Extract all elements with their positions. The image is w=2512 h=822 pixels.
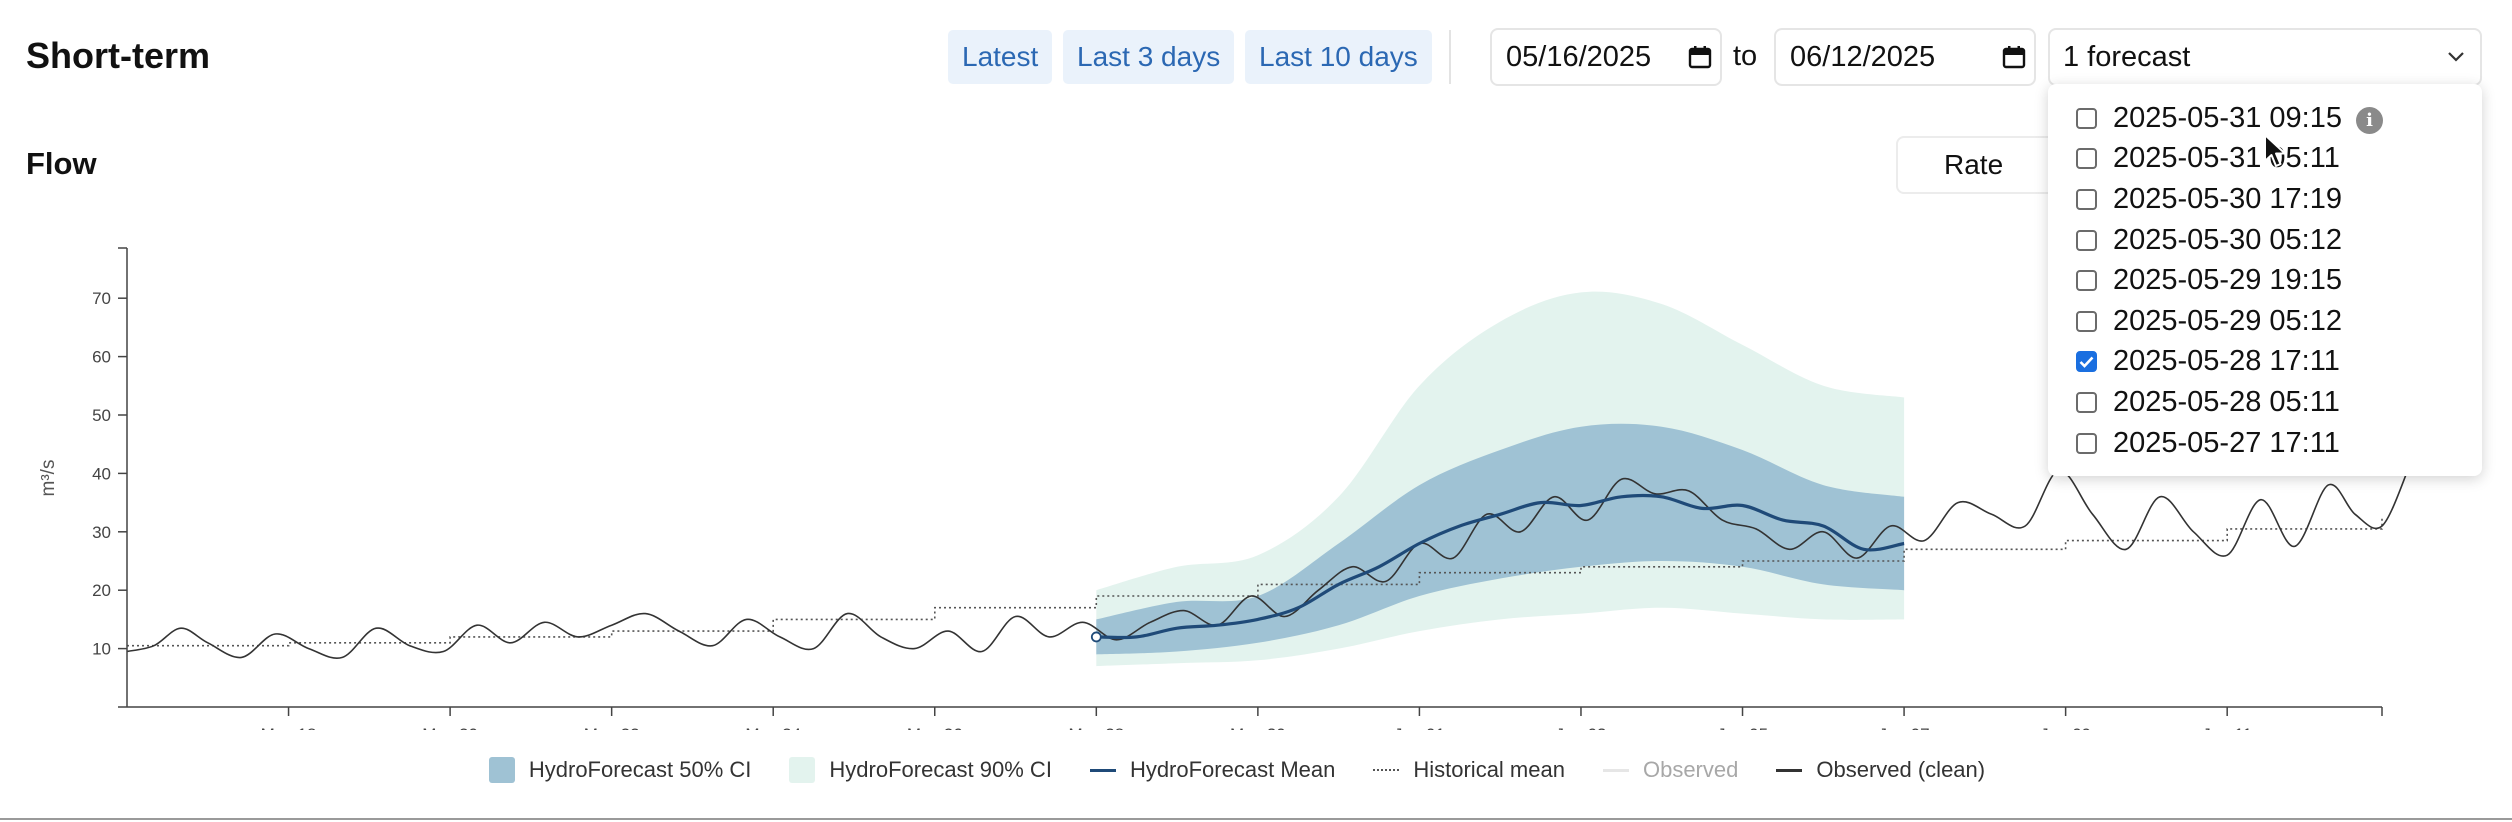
chart-legend: HydroForecast 50% CI HydroForecast 90% C… <box>0 752 2512 788</box>
legend-label: HydroForecast 90% CI <box>829 757 1052 782</box>
legend-label: Historical mean <box>1413 757 1565 782</box>
bottom-border <box>0 818 2512 820</box>
legend-swatch <box>488 757 515 783</box>
forecast-option[interactable]: 2025-05-27 17:11 <box>2048 423 2482 464</box>
forecast-option[interactable]: 2025-05-30 05:12 <box>2048 220 2482 261</box>
legend-swatch <box>1373 769 1400 771</box>
forecast-select[interactable]: 1 forecast <box>2048 28 2482 86</box>
forecast-option[interactable]: 2025-05-30 17:19 <box>2048 179 2482 220</box>
forecast-option-label: 2025-05-31 05:11 <box>2113 142 2340 175</box>
checkbox[interactable] <box>2076 432 2097 454</box>
calendar-icon[interactable] <box>1994 45 2034 69</box>
legend-swatch <box>1776 768 1803 772</box>
forecast-option-label: 2025-05-29 19:15 <box>2113 264 2342 297</box>
date-from-input[interactable]: 05/16/2025 <box>1490 28 1722 86</box>
x-tick-label: May 24 <box>745 725 801 730</box>
info-icon[interactable]: i <box>2356 107 2383 134</box>
chevron-down-icon <box>2432 51 2480 63</box>
legend-label: HydroForecast Mean <box>1129 757 1336 782</box>
legend-item-observed[interactable]: Observed <box>1602 757 1739 783</box>
legend-item-observed-clean[interactable]: Observed (clean) <box>1776 757 1985 783</box>
last-3-days-button[interactable]: Last 3 days <box>1063 30 1235 84</box>
forecast-option-label: 2025-05-31 09:15 <box>2113 101 2342 134</box>
y-tick-label: 70 <box>92 289 111 308</box>
forecast-start-marker <box>1090 631 1102 643</box>
rate-select-value: Rate <box>1944 149 2004 180</box>
forecast-option-label: 2025-05-29 05:12 <box>2113 304 2342 337</box>
x-tick-label: Jun 07 <box>1879 725 1930 730</box>
legend-item-mean[interactable]: HydroForecast Mean <box>1089 757 1336 783</box>
y-axis-title: m³/s <box>38 460 59 497</box>
legend-label: Observed (clean) <box>1816 757 1986 782</box>
forecast-option[interactable]: 2025-05-31 09:15 i <box>2048 98 2482 139</box>
legend-swatch <box>1602 768 1629 772</box>
x-tick-label: Jun 11 <box>2202 725 2252 730</box>
x-tick-label: Jun 03 <box>1555 725 1606 730</box>
forecast-select-value: 1 forecast <box>2063 40 2191 73</box>
checkbox[interactable] <box>2076 229 2097 251</box>
section-title: Flow <box>26 146 97 181</box>
ci50-layer <box>1096 423 1905 655</box>
x-tick-label: May 26 <box>907 725 963 730</box>
forecast-option-label: 2025-05-28 05:11 <box>2113 385 2340 418</box>
forecast-option-label: 2025-05-28 17:11 <box>2113 345 2340 378</box>
checkbox[interactable] <box>2076 310 2097 332</box>
x-tick-label: May 28 <box>1068 725 1124 730</box>
x-tick-label: Jun 05 <box>1717 725 1768 730</box>
x-tick-label: May 18 <box>261 725 317 730</box>
mouse-cursor-icon <box>2264 134 2286 167</box>
legend-label: Observed <box>1642 757 1739 782</box>
mean-layer <box>1090 493 1905 643</box>
ci50-band <box>1096 423 1905 655</box>
y-tick-label: 30 <box>92 523 111 542</box>
checkbox[interactable] <box>2076 391 2097 413</box>
forecast-mean-line <box>1096 493 1905 640</box>
checkbox[interactable] <box>2076 188 2097 210</box>
y-tick-label: 10 <box>92 640 111 659</box>
last-10-days-button[interactable]: Last 10 days <box>1245 30 1432 84</box>
checkbox[interactable] <box>2076 270 2097 292</box>
checkbox[interactable] <box>2076 107 2097 129</box>
y-tick-label: 40 <box>92 464 111 483</box>
checkbox[interactable] <box>2076 148 2097 170</box>
flow-chart: 10 20 30 40 50 60 70 May 18 May 20 May 22 May 24 Ma… <box>38 247 2410 730</box>
date-to-value: 06/12/2025 <box>1790 40 1936 73</box>
legend-item-historical[interactable]: Historical mean <box>1373 757 1565 783</box>
legend-item-ci50[interactable]: HydroForecast 50% CI <box>488 757 752 783</box>
x-tick-label: May 20 <box>422 725 478 730</box>
y-tick-label: 60 <box>92 348 111 367</box>
calendar-icon[interactable] <box>1680 45 1720 69</box>
forecast-option-label: 2025-05-27 17:11 <box>2113 426 2340 459</box>
x-tick-label: May 22 <box>584 725 640 730</box>
page-title: Short-term <box>26 35 211 76</box>
forecast-option-label: 2025-05-30 05:12 <box>2113 223 2342 256</box>
legend-item-ci90[interactable]: HydroForecast 90% CI <box>789 757 1052 783</box>
y-tick-label: 50 <box>92 406 111 425</box>
checkbox-checked[interactable] <box>2076 351 2097 373</box>
forecast-option-label: 2025-05-30 17:19 <box>2113 182 2342 215</box>
x-tick-label: Jun 01 <box>1394 725 1445 730</box>
toolbar-divider <box>1449 30 1451 84</box>
forecast-option[interactable]: 2025-05-31 05:11 <box>2048 139 2482 180</box>
date-to-input[interactable]: 06/12/2025 <box>1774 28 2036 86</box>
forecast-option[interactable]: 2025-05-28 05:11 <box>2048 382 2482 423</box>
legend-label: HydroForecast 50% CI <box>528 757 752 782</box>
x-tick-label: Jun 09 <box>2040 725 2091 730</box>
axes-layer: 10 20 30 40 50 60 70 May 18 May 20 May 22 May 24 Ma… <box>38 247 2383 730</box>
y-tick-label: 20 <box>92 581 111 600</box>
forecast-option[interactable]: 2025-05-29 05:12 <box>2048 301 2482 342</box>
forecast-option[interactable]: 2025-05-29 19:15 <box>2048 260 2482 301</box>
legend-swatch <box>1089 768 1116 772</box>
date-from-value: 05/16/2025 <box>1506 40 1652 73</box>
to-label: to <box>1733 40 1758 72</box>
latest-button[interactable]: Latest <box>948 30 1053 84</box>
x-tick-label: May 30 <box>1230 725 1286 730</box>
legend-swatch <box>789 757 816 783</box>
forecast-option[interactable]: 2025-05-28 17:11 <box>2048 342 2482 383</box>
